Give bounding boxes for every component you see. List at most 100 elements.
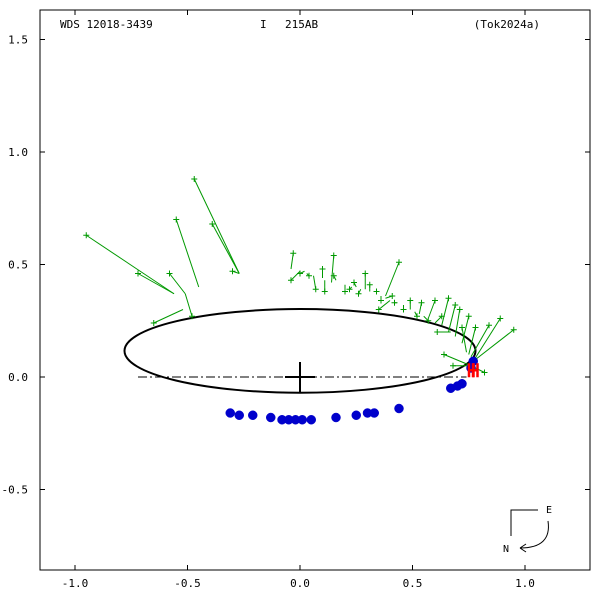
x-tick-label: -0.5 — [174, 577, 201, 590]
residual-line — [472, 318, 501, 362]
visual-point — [355, 290, 362, 297]
residual-line — [175, 219, 200, 288]
visual-point — [432, 297, 438, 304]
x-tick-label: 0.0 — [290, 577, 310, 590]
speckle-point — [457, 379, 467, 389]
visual-point — [319, 266, 326, 272]
residual-line — [85, 234, 175, 295]
y-tick-label: 0.5 — [8, 259, 28, 272]
y-tick-label: 0.0 — [8, 371, 28, 384]
visual-point — [465, 313, 472, 320]
compass-north-label: N — [503, 544, 509, 555]
y-tick-label: 1.0 — [8, 146, 28, 159]
speckle-point — [306, 415, 316, 425]
residual-line — [427, 300, 436, 319]
visual-point — [389, 293, 396, 299]
grade-label: I — [260, 18, 267, 31]
newest-observations — [467, 363, 479, 378]
residual-line — [385, 262, 400, 297]
visual-point — [191, 176, 198, 182]
visual-point — [290, 250, 297, 257]
residual-line — [434, 315, 443, 324]
visual-point — [452, 302, 459, 308]
visual-point — [362, 270, 369, 277]
speckle-point — [234, 410, 244, 420]
compass-axes — [510, 509, 538, 536]
compass: E N — [503, 505, 552, 555]
visual-point — [321, 288, 328, 295]
speckle-point — [225, 408, 235, 418]
visual-point — [391, 299, 398, 306]
speckle-point — [248, 410, 258, 420]
residual-line — [378, 300, 391, 310]
visual-point — [209, 221, 216, 227]
y-tick-label: -0.5 — [2, 484, 29, 497]
residual-line — [472, 329, 515, 362]
visual-point — [425, 317, 432, 324]
residual-line — [423, 315, 429, 322]
residual-line — [211, 223, 240, 274]
visual-point — [346, 286, 353, 293]
residual-line — [137, 273, 175, 295]
speckle-point — [331, 412, 341, 423]
visual-point — [396, 259, 402, 266]
visual-point — [366, 281, 373, 288]
compass-rotation-arrow — [519, 520, 549, 549]
visual-point — [166, 270, 173, 277]
visual-point — [288, 277, 294, 284]
residual-line — [184, 293, 193, 317]
compass-east-label: E — [546, 505, 552, 516]
visual-point — [445, 295, 452, 302]
visual-point — [312, 286, 319, 293]
speckle-point — [394, 403, 404, 414]
x-tick-label: -1.0 — [62, 577, 89, 590]
primary-star-marker — [285, 362, 315, 392]
visual-point — [407, 297, 414, 304]
newest-point — [472, 363, 479, 378]
visual-point — [441, 351, 447, 358]
visual-point — [456, 306, 463, 313]
residual-line — [193, 178, 240, 274]
residual-line — [153, 309, 184, 324]
residual-line — [290, 270, 301, 281]
visual-point — [373, 288, 380, 295]
speckle-point — [266, 412, 276, 423]
visual-point — [189, 313, 195, 320]
orbit-layer — [123, 308, 477, 394]
visual-point — [83, 232, 90, 239]
visual-point — [450, 362, 456, 369]
visual-point — [459, 324, 465, 331]
visual-point — [330, 272, 337, 279]
residual-line — [454, 309, 461, 337]
visual-point — [342, 288, 348, 295]
residual-line — [169, 273, 186, 295]
visual-point — [173, 216, 180, 223]
residual-line — [331, 255, 335, 283]
visual-point — [472, 324, 479, 331]
residual-line — [461, 316, 470, 344]
speckle-point — [297, 415, 307, 425]
visual-point — [481, 369, 488, 376]
compass-arrow-head — [519, 543, 527, 553]
residual-line — [441, 298, 449, 326]
star-id-label: WDS 12018-3439 — [60, 18, 153, 31]
y-axis-ticks: 1.5 1.0 0.5 0.0 -0.5 — [2, 34, 590, 497]
residual-line — [448, 304, 456, 333]
speckle-point — [351, 410, 361, 420]
visual-point — [330, 252, 337, 259]
discoverer-label: 215AB — [285, 18, 318, 31]
visual-point — [510, 326, 517, 333]
visual-point — [375, 306, 382, 313]
visual-point — [150, 320, 157, 326]
visual-point — [497, 315, 504, 322]
visual-point — [418, 299, 425, 306]
residual-line — [470, 325, 490, 357]
visual-point — [434, 329, 441, 335]
visual-point — [229, 268, 236, 275]
visual-observations — [83, 176, 517, 376]
residual-line — [468, 327, 476, 355]
speckle-point — [369, 408, 379, 418]
visual-point — [351, 279, 357, 286]
